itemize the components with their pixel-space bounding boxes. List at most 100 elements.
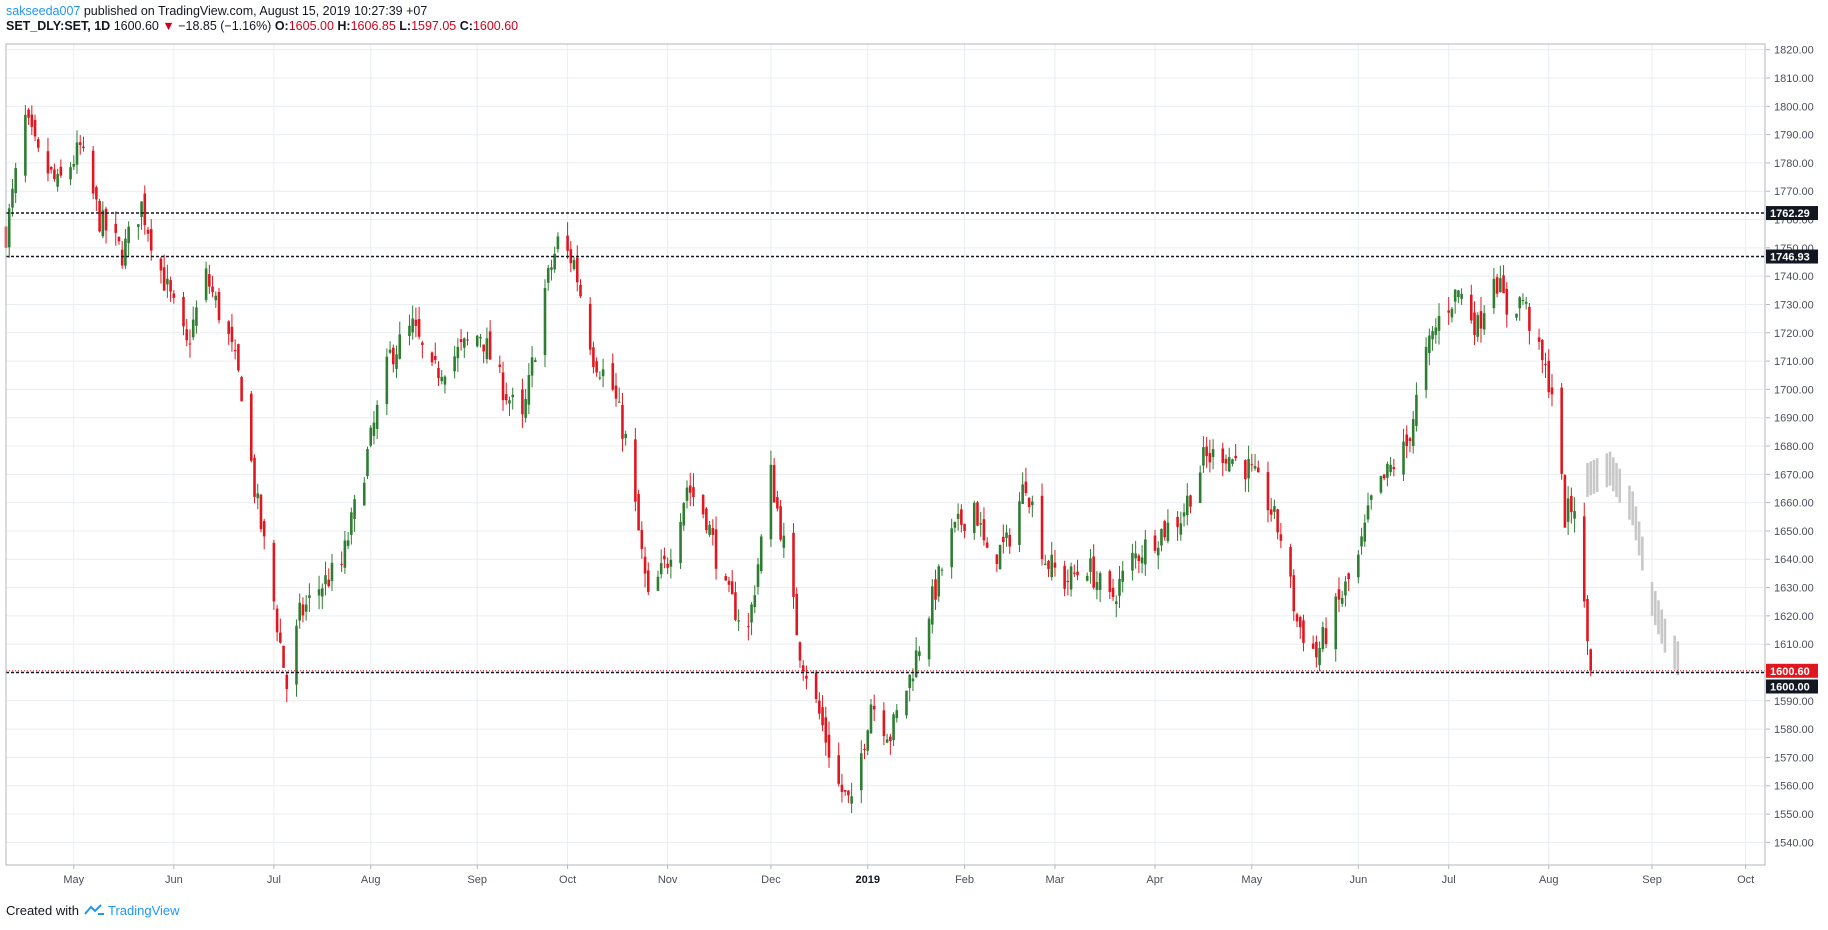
close-value: 1600.60 — [472, 19, 519, 33]
tradingview-link[interactable]: TradingView — [108, 903, 180, 918]
symbol-label[interactable]: SET_DLY:SET, 1D — [6, 19, 111, 33]
candle-body — [895, 710, 899, 719]
low-value: 1597.05 — [411, 19, 457, 33]
candle-body — [1269, 509, 1273, 515]
x-tick-label: Aug — [1539, 874, 1559, 886]
candle-body — [501, 372, 505, 401]
candle-body — [1521, 299, 1525, 301]
y-tick-label: 1740.00 — [1774, 271, 1814, 283]
candle-body — [1205, 446, 1208, 457]
candle-body — [104, 208, 108, 231]
open-label: O: — [274, 19, 289, 33]
candle-body — [53, 169, 56, 180]
y-tick-label: 1640.00 — [1774, 554, 1814, 566]
candle-body — [934, 579, 937, 600]
candle-body — [166, 278, 169, 285]
candle-body — [504, 394, 508, 401]
candle-body — [408, 325, 411, 337]
candle-body — [69, 167, 72, 180]
candle-body — [1234, 455, 1237, 459]
candle-body — [1473, 312, 1476, 335]
author-link[interactable]: sakseeda007 — [6, 4, 81, 18]
candle-body — [527, 375, 531, 405]
x-tick-label: 2019 — [856, 874, 880, 886]
candle-body — [233, 350, 237, 352]
candle-body — [1153, 535, 1157, 551]
candle-body — [143, 193, 147, 226]
candle-body — [931, 586, 934, 625]
candle-body — [1256, 467, 1260, 473]
y-tick-label: 1800.00 — [1774, 101, 1814, 113]
candle-body — [59, 166, 63, 176]
candle-body — [1040, 495, 1044, 560]
candle-body — [430, 352, 434, 363]
candle-body — [747, 626, 750, 628]
y-tick-label: 1630.00 — [1774, 583, 1814, 595]
candle-body — [1566, 498, 1570, 522]
candle-body — [72, 164, 76, 167]
last-price-tag: 1600.60 — [1770, 666, 1810, 678]
plot-frame — [5, 43, 1766, 866]
candle-body — [1202, 447, 1205, 466]
x-tick-label: Oct — [1737, 874, 1754, 886]
candle-body — [14, 168, 17, 194]
candle-body — [1179, 523, 1183, 535]
candle-body — [95, 187, 98, 200]
candle-body — [598, 377, 602, 379]
candle-body — [575, 257, 579, 283]
candle-body — [595, 361, 598, 373]
candle-body — [847, 790, 850, 796]
candle-body — [795, 593, 799, 636]
price-axis[interactable]: 1540.00 1550.00 1560.00 1570.00 1580.00 1590.… — [1766, 45, 1814, 850]
candle-body — [1224, 458, 1228, 464]
candle-body — [776, 497, 779, 509]
candle-body — [908, 674, 911, 689]
candle-body — [524, 398, 527, 418]
candle-body — [1537, 337, 1541, 342]
candle-body — [253, 457, 256, 497]
candle-body — [553, 253, 556, 270]
candle-body — [937, 566, 941, 597]
candle-body — [453, 356, 456, 372]
candle-body — [1357, 554, 1360, 578]
candle-body — [1076, 571, 1079, 576]
projected-bar — [1676, 641, 1680, 676]
candle-body — [1431, 331, 1434, 340]
candle-body — [340, 563, 343, 565]
candle-body — [976, 502, 979, 526]
y-tick-label: 1690.00 — [1774, 413, 1814, 425]
candle-body — [1211, 449, 1215, 457]
candle-body — [692, 487, 695, 498]
time-axis[interactable]: May Jun Jul Aug Sep Oct Nov Dec 2019 Feb Mar Apr May… — [63, 865, 1754, 886]
candle-body — [56, 173, 59, 187]
candle-body — [1176, 516, 1179, 527]
down-arrow-icon: ▼ — [162, 19, 175, 33]
projected-bar — [1673, 635, 1676, 670]
candle-body — [208, 274, 211, 287]
tradingview-logo-icon[interactable] — [83, 903, 108, 918]
candle-body — [372, 422, 376, 436]
candle-body — [172, 293, 176, 298]
candle-body — [821, 707, 824, 726]
ohlc-legend: SET_DLY:SET, 1D 1600.60 ▼ −18.85 (−1.16%… — [6, 19, 518, 34]
candle-body — [1411, 419, 1415, 446]
candle-body — [1499, 278, 1502, 293]
candle-body — [1563, 475, 1567, 528]
footer: Created with TradingView — [6, 903, 180, 918]
level-tag-bg — [1766, 249, 1818, 264]
y-tick-label: 1560.00 — [1774, 781, 1814, 793]
candle-body — [256, 493, 260, 499]
candle-body — [1344, 581, 1347, 596]
x-tick-label: Nov — [658, 874, 678, 886]
candle-body — [643, 556, 647, 574]
candle-body — [1098, 573, 1102, 590]
level-tag-bg — [1766, 679, 1818, 694]
x-tick-label: Apr — [1146, 874, 1163, 886]
y-tick-label: 1680.00 — [1774, 441, 1814, 453]
candle-body — [792, 532, 795, 597]
candle-body — [475, 335, 479, 347]
candle-body — [1492, 278, 1496, 309]
candle-body — [443, 376, 447, 385]
candle-body — [298, 602, 301, 621]
